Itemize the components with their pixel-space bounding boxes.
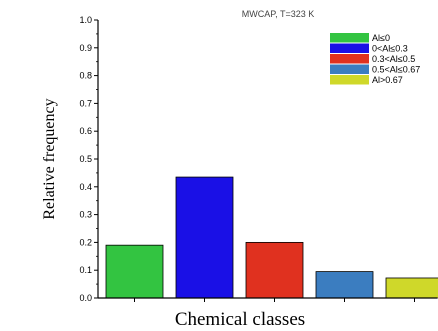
legend-swatch-5 [330,75,369,85]
y-tick-label: 0.0 [79,293,92,303]
y-tick-label: 0.2 [79,237,92,247]
legend-swatch-1 [330,33,369,43]
legend-swatch-2 [330,43,369,53]
bar-4 [315,271,374,299]
legend-swatch-3 [330,54,369,64]
y-tick-label: 0.6 [79,126,92,136]
legend-label-2: 0<Al≤0.3 [372,44,408,54]
y-tick-label: 0.7 [79,98,92,108]
bars-group [105,176,438,299]
legend-label-5: Al>0.67 [372,75,403,85]
y-tick-label: 0.3 [79,210,92,220]
y-tick-label: 0.1 [79,265,92,275]
bar-3 [245,241,304,299]
bar-5 [385,277,438,299]
bar-1 [105,244,164,299]
bar-2 [175,176,234,299]
legend-label-4: 0.5<Al≤0.67 [372,65,420,75]
legend-swatch-4 [330,64,369,74]
x-axis-title: Chemical classes [175,309,305,330]
legend-label-3: 0.3<Al≤0.5 [372,54,415,64]
y-tick-label: 0.5 [79,154,92,164]
axes-group: 0.0 0.1 0.2 0.3 0.4 0.5 0.6 0.7 0.8 0.9 1.0 [79,15,437,303]
y-tick-label: 1.0 [79,15,92,25]
legend-label-1: Al≤0 [372,33,390,43]
y-tick-label: 0.8 [79,71,92,81]
y-tick-label: 0.9 [79,43,92,53]
y-tick-label: 0.4 [79,182,92,192]
y-axis-title: Relative frequency [41,98,58,219]
chart-title: MWCAP, T=323 K [242,9,314,19]
